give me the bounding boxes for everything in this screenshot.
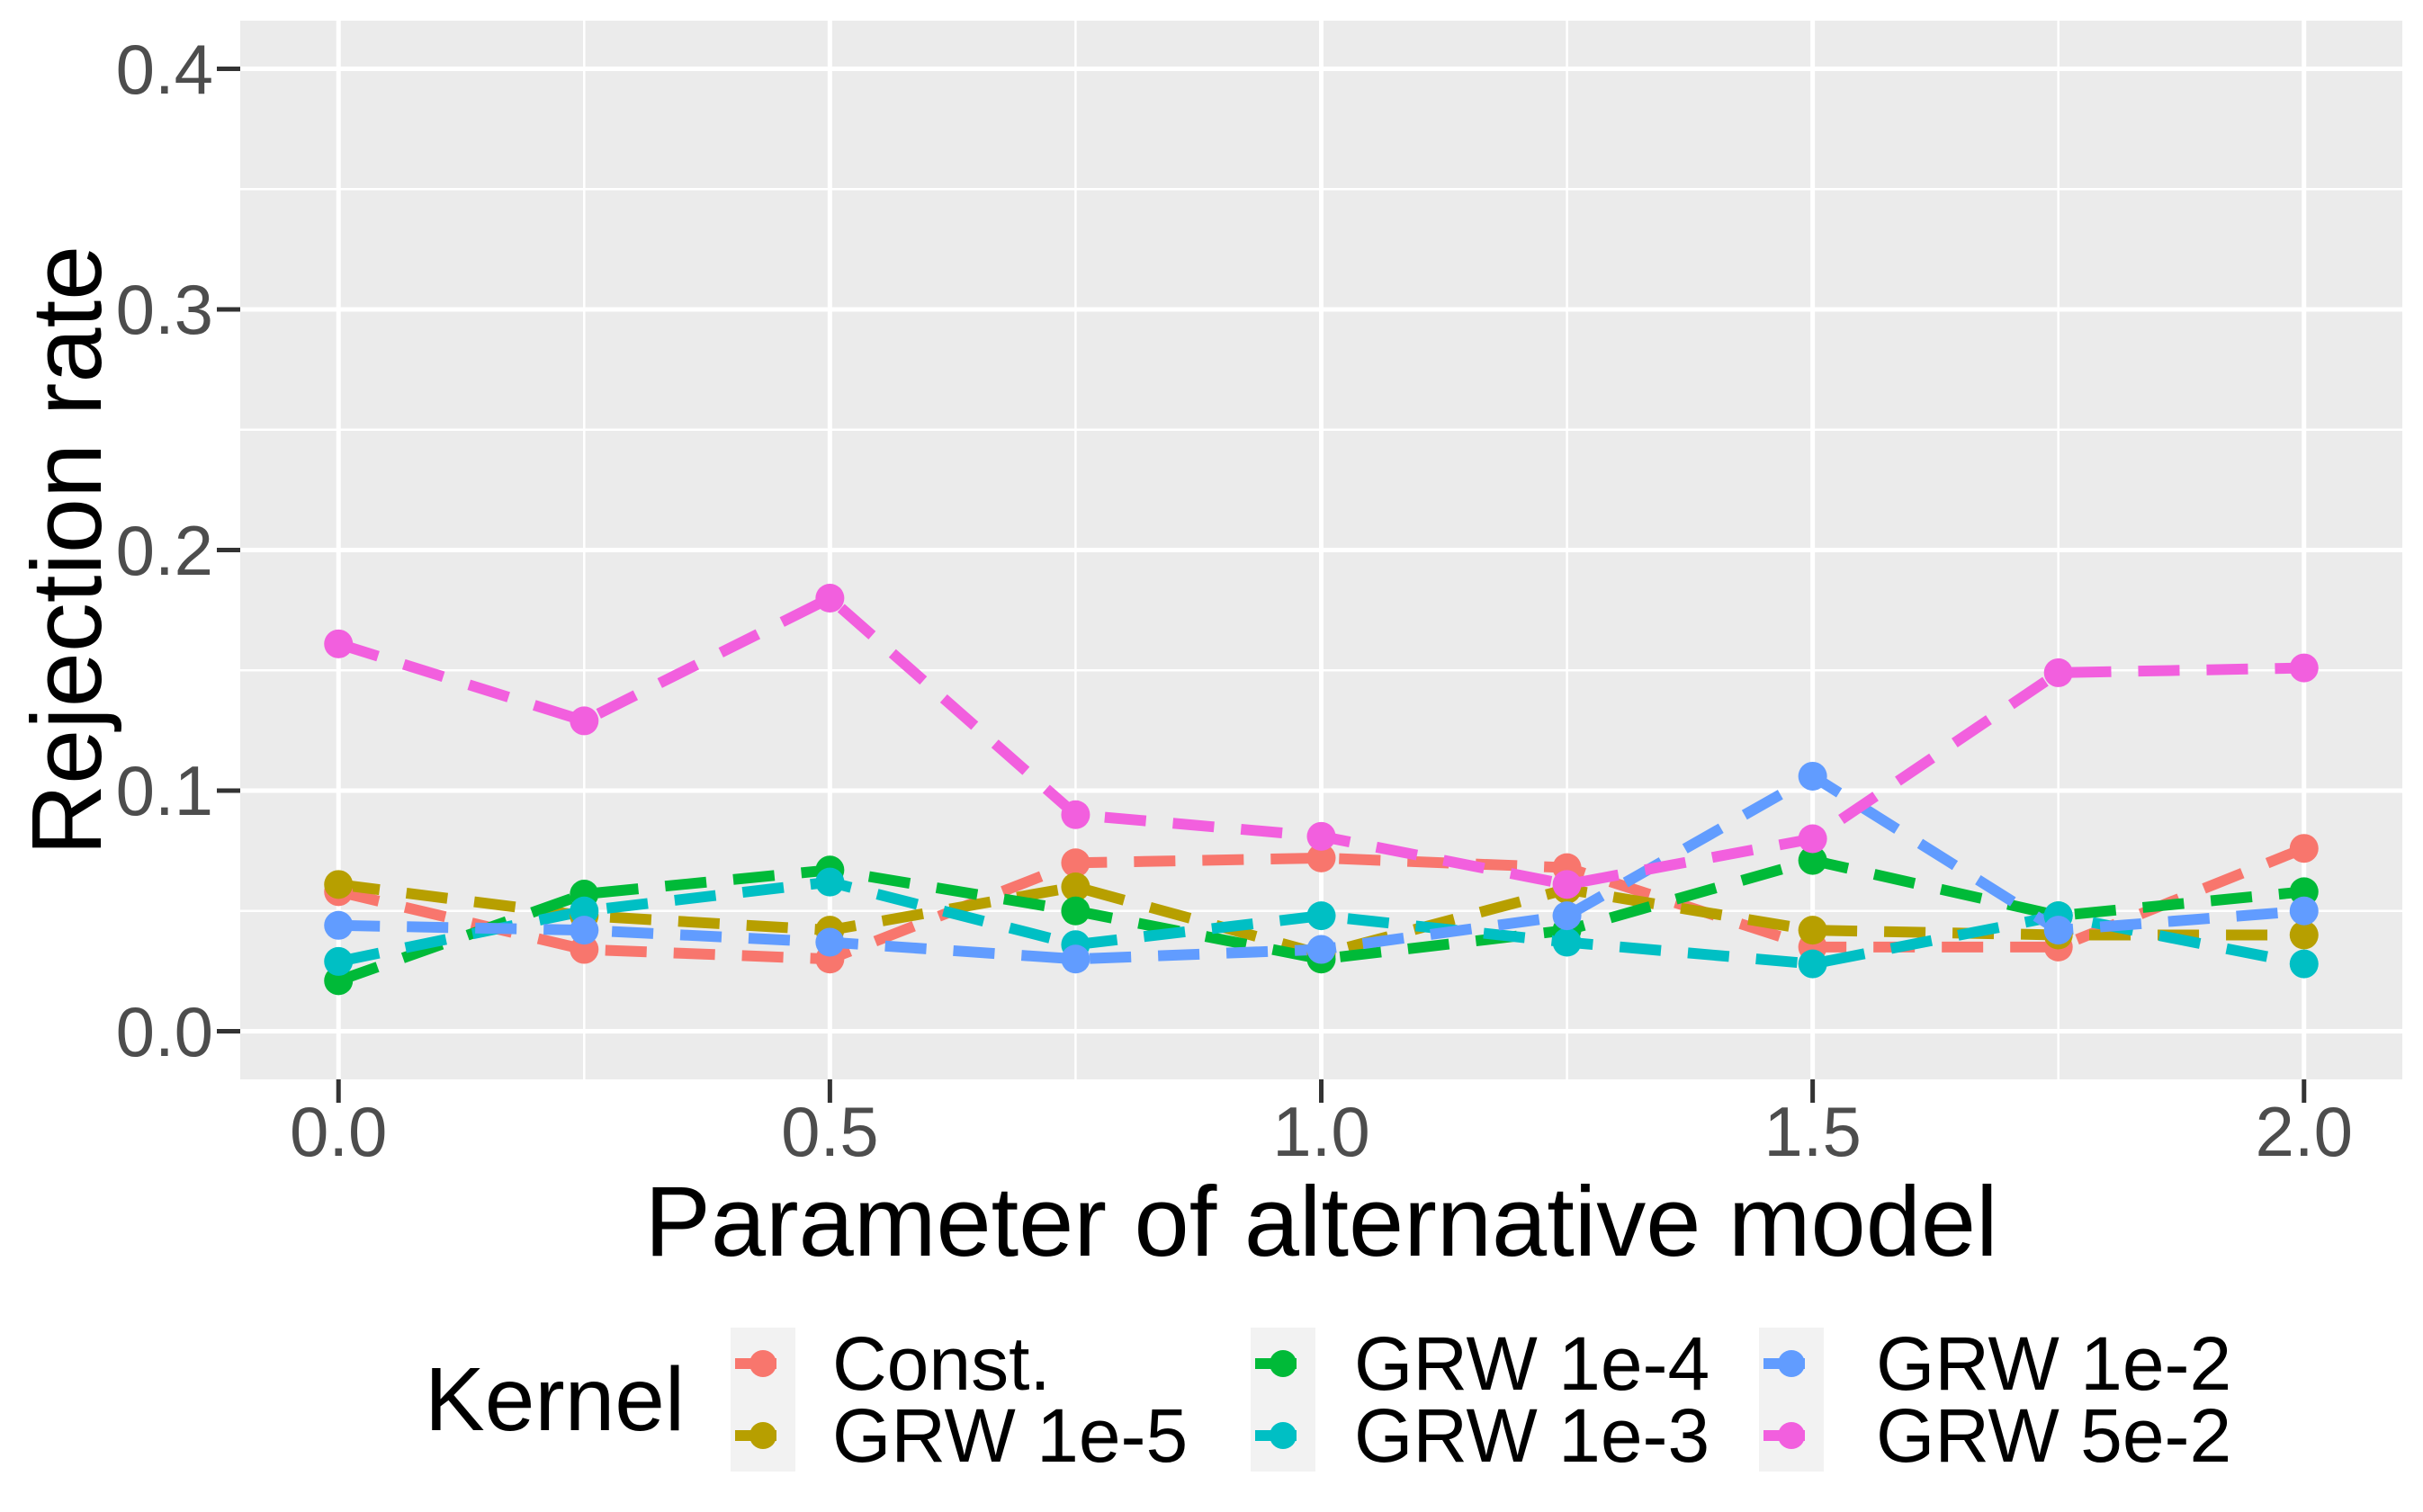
series-line-grw-1e-4 — [337, 854, 2305, 986]
data-point — [1798, 824, 1827, 854]
data-point — [1306, 935, 1336, 964]
data-point — [1798, 761, 1827, 791]
data-point — [324, 946, 354, 976]
data-point — [1061, 800, 1090, 829]
y-tick-label: 0.2 — [115, 510, 213, 590]
y-tick-label: 0.0 — [115, 991, 213, 1071]
data-point — [2289, 896, 2319, 926]
x-tick-label: 1.5 — [1763, 1092, 1862, 1171]
y-axis-title: Rejection rate — [12, 245, 122, 855]
data-point — [2043, 916, 2073, 945]
data-point — [2043, 658, 2073, 687]
data-point — [1061, 944, 1090, 974]
data-point — [1061, 872, 1090, 901]
y-tick-label: 0.3 — [115, 270, 213, 349]
data-point — [1061, 896, 1090, 926]
series-line-const — [337, 843, 2307, 965]
data-point — [815, 584, 845, 613]
data-point — [815, 927, 845, 957]
data-point — [1798, 845, 1827, 875]
data-point — [1306, 901, 1336, 931]
data-point — [1061, 848, 1090, 878]
x-tick-label: 0.5 — [781, 1092, 879, 1171]
x-tick-label: 1.0 — [1272, 1092, 1370, 1171]
data-point — [1798, 916, 1827, 945]
x-axis-title: Parameter of alternative model — [644, 1167, 1998, 1277]
data-point — [2289, 920, 2319, 950]
data-point — [1552, 901, 1582, 931]
x-tick-label: 0.0 — [290, 1092, 388, 1171]
y-tick-label: 0.4 — [115, 29, 213, 109]
data-point — [1552, 870, 1582, 899]
series-points-grw-1e-2 — [324, 761, 2319, 974]
data-point — [324, 629, 354, 658]
series-line-grw-1e-3 — [337, 876, 2305, 970]
y-tick-label: 0.1 — [115, 751, 213, 830]
data-point — [324, 870, 354, 899]
data-point — [1306, 843, 1336, 872]
data-point — [1306, 821, 1336, 851]
data-point — [2289, 653, 2319, 683]
data-point — [1552, 927, 1582, 957]
data-point — [815, 867, 845, 897]
data-point — [1798, 949, 1827, 979]
data-point — [2289, 834, 2319, 863]
data-point — [324, 910, 354, 940]
data-point — [570, 706, 599, 736]
data-point — [570, 916, 599, 945]
series-points-grw-5e-2 — [324, 584, 2319, 899]
data-point — [2289, 949, 2319, 979]
x-tick-label: 2.0 — [2255, 1092, 2353, 1171]
